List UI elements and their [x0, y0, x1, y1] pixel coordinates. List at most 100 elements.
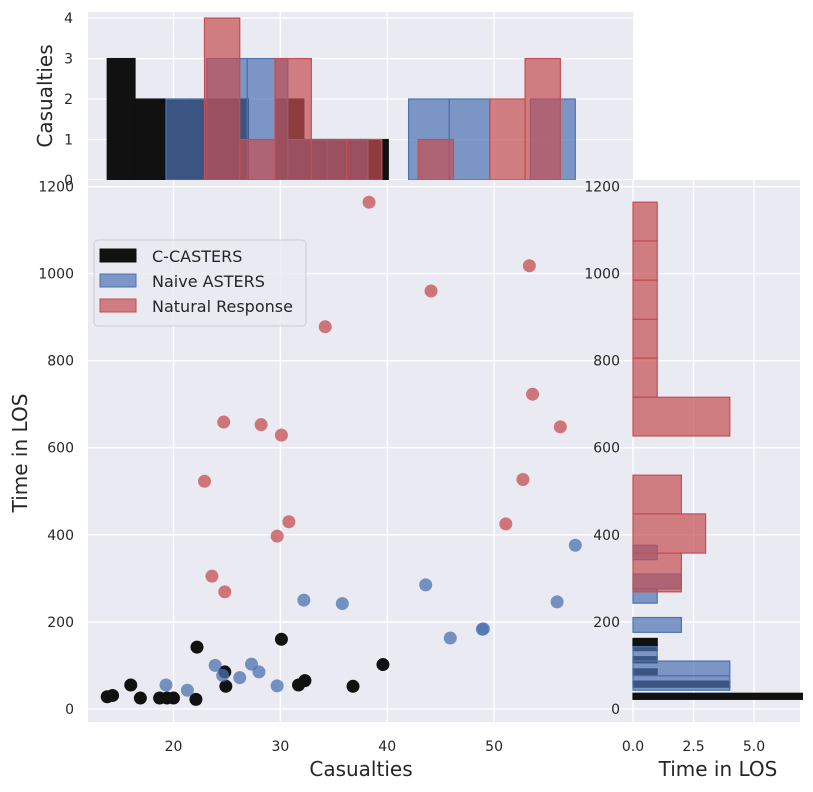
main-y-tick-label: 0 — [65, 702, 74, 718]
right-hist-y-tick-label: 400 — [593, 528, 620, 544]
right-hist-y-tick-label: 800 — [593, 354, 620, 370]
scatter-point-naive-asters — [252, 665, 266, 679]
scatter-point-naive-asters — [476, 622, 490, 636]
legend: C-CASTERS Naive ASTERS Natural Response — [93, 239, 307, 327]
right-hist-y-tick-label: 200 — [593, 615, 620, 631]
right-hist-background — [633, 180, 800, 722]
scatter-point-naive-asters — [443, 631, 457, 645]
scatter-point-c-casters — [346, 679, 360, 693]
right-hist-y-tick-label: 600 — [593, 441, 620, 457]
top-hist-y-tick-label: 2 — [64, 92, 73, 108]
scatter-point-naive-asters — [180, 683, 194, 697]
legend-swatch-c-casters — [99, 248, 137, 263]
right-hist-bar-natural-response — [632, 474, 683, 515]
scatter-point-c-casters — [106, 688, 120, 702]
main-y-tick-label: 600 — [47, 441, 74, 457]
top-hist-bar-naive-asters — [448, 98, 491, 181]
right-hist-bar-c-casters — [632, 637, 658, 646]
top-hist-y-axis-label: Casualties — [33, 44, 57, 147]
scatter-point-naive-asters — [419, 578, 433, 592]
main-y-tick-label: 200 — [47, 615, 74, 631]
main-y-tick-label: 1000 — [38, 267, 74, 283]
right-hist-y-tick-label: 1000 — [584, 267, 620, 283]
right-hist-bar-naive-asters — [632, 675, 731, 691]
scatter-point-natural-response — [197, 474, 211, 488]
right-hist-bar-c-casters — [632, 692, 804, 700]
right-hist-bar-naive-asters — [632, 646, 658, 662]
right-hist-y-tick-label: 0 — [611, 702, 620, 718]
scatter-point-naive-asters — [297, 593, 311, 607]
legend-box — [93, 239, 307, 327]
main-x-tick-label: 20 — [165, 739, 183, 755]
main-x-axis-label: Casualties — [309, 757, 412, 781]
main-y-tick-label: 1200 — [38, 180, 74, 196]
scatter-point-c-casters — [189, 692, 203, 706]
scatter-point-c-casters — [133, 691, 147, 705]
right-hist-bar-natural-response — [632, 318, 658, 359]
top-hist-bar-natural-response — [489, 98, 526, 181]
scatter-point-natural-response — [553, 420, 567, 434]
top-hist-y-tick-label: 1 — [64, 133, 73, 149]
scatter-point-natural-response — [217, 415, 231, 429]
scatter-point-natural-response — [526, 387, 540, 401]
top-hist-bar-natural-response — [203, 17, 241, 181]
scatter-point-natural-response — [499, 517, 513, 531]
scatter-point-naive-asters — [335, 597, 349, 611]
right-hist-bar-natural-response — [632, 552, 683, 593]
main-x-tick-label: 40 — [378, 739, 396, 755]
scatter-point-natural-response — [318, 320, 332, 334]
scatter-point-naive-asters — [568, 538, 582, 552]
scatter-point-naive-asters — [270, 679, 284, 693]
main-x-tick-label: 30 — [271, 739, 289, 755]
scatter-point-c-casters — [274, 632, 288, 646]
right-hist-x-tick-label: 5.0 — [743, 739, 765, 755]
top-hist-bar-natural-response — [310, 138, 348, 181]
scatter-point-naive-asters — [208, 658, 222, 672]
scatter-point-naive-asters — [550, 595, 564, 609]
main-x-tick-label: 50 — [485, 739, 503, 755]
scatter-point-c-casters — [190, 640, 204, 654]
scatter-point-c-casters — [298, 674, 312, 688]
axis-labels: Casualties Time in LOS Casualties Time i… — [8, 44, 777, 781]
scatter-point-natural-response — [516, 473, 530, 487]
right-hist-bar-naive-asters — [632, 616, 683, 633]
right-hist-bar-natural-response — [632, 396, 731, 437]
top-hist-bar-natural-response — [417, 138, 455, 181]
scatter-point-natural-response — [254, 418, 268, 432]
right-hist-bar-natural-response — [632, 513, 707, 554]
top-hist-bar-natural-response — [346, 138, 383, 181]
scatter-point-c-casters — [124, 678, 138, 692]
legend-swatch-naive-asters — [99, 273, 137, 288]
scatter-point-c-casters — [376, 658, 390, 672]
top-hist-bar-naive-asters — [165, 98, 208, 181]
scatter-point-natural-response — [522, 259, 536, 273]
scatter-point-natural-response — [424, 284, 438, 298]
scatter-point-natural-response — [205, 569, 219, 583]
top-hist-bar-natural-response — [274, 57, 312, 181]
scatter-point-c-casters — [219, 679, 233, 693]
scatter-point-natural-response — [270, 529, 284, 543]
top-hist-bar-c-casters — [134, 98, 165, 181]
scatter-point-naive-asters — [216, 668, 230, 682]
top-hist-bar-natural-response — [524, 57, 561, 181]
legend-swatch-natural-response — [99, 298, 137, 313]
scatter-point-natural-response — [282, 515, 296, 529]
right-hist-bar-naive-asters — [632, 660, 731, 677]
top-hist-bar-natural-response — [239, 138, 276, 181]
scatter-point-natural-response — [274, 428, 288, 442]
right-hist-x-tick-label: 0.0 — [622, 739, 644, 755]
scatter-point-natural-response — [218, 585, 232, 599]
right-hist-x-tick-label: 2.5 — [682, 739, 704, 755]
main-y-tick-label: 400 — [47, 528, 74, 544]
right-hist-y-tick-label: 1200 — [584, 180, 620, 196]
right-hist-bar-natural-response — [632, 357, 658, 398]
right-hist-bar-natural-response — [632, 201, 658, 242]
scatter-point-natural-response — [362, 195, 376, 209]
right-hist-bar-natural-response — [632, 279, 658, 320]
top-hist-y-tick-label: 4 — [64, 11, 73, 27]
top-hist-y-tick-label: 0 — [64, 173, 73, 189]
right-histogram-panel: 0.0 2.5 5.0 0 200 400 600 800 1000 1200 — [584, 180, 804, 755]
right-hist-bar-natural-response — [632, 240, 658, 281]
